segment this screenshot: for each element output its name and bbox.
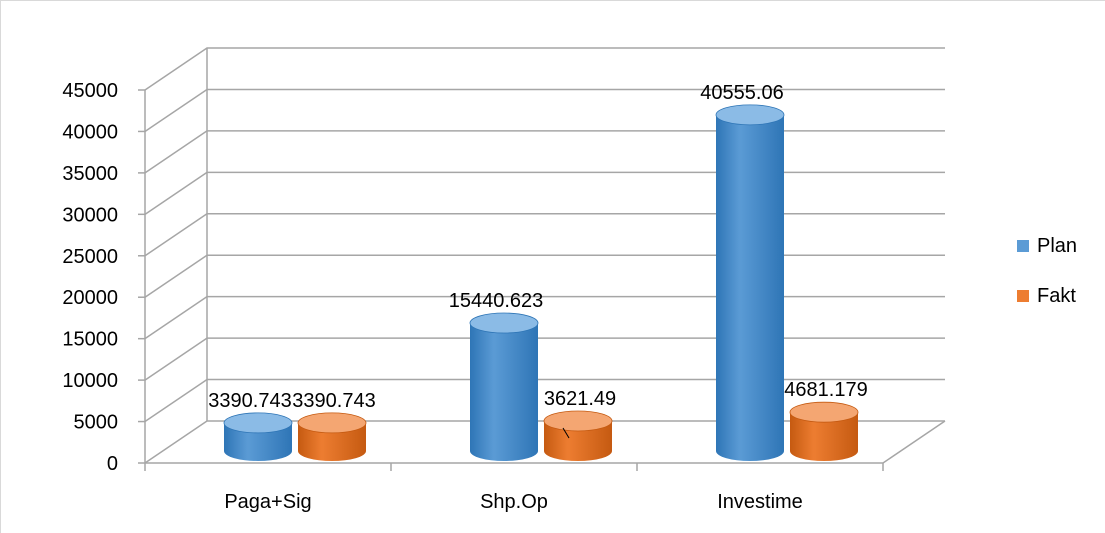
bar-fakt xyxy=(297,412,367,461)
cylinder-top xyxy=(223,412,293,434)
data-label: 15440.623 xyxy=(449,290,544,312)
legend: Plan Fakt xyxy=(1017,235,1077,307)
grid-layer xyxy=(138,47,946,471)
bar-plan xyxy=(469,312,539,461)
y-tick-label: 10000 xyxy=(62,370,118,392)
y-tick-label: 20000 xyxy=(62,287,118,309)
gridline xyxy=(144,295,945,340)
y-tick-label: 15000 xyxy=(62,329,118,351)
bar-fakt xyxy=(789,401,859,461)
legend-swatch xyxy=(1017,240,1029,252)
data-label: 4681.179 xyxy=(784,379,867,401)
gridline xyxy=(144,47,945,91)
cylinder-top xyxy=(297,412,367,434)
x-category-label: Paga+Sig xyxy=(224,491,311,513)
gridline xyxy=(144,213,945,257)
cylinder-body xyxy=(716,114,784,461)
legend-label: Plan xyxy=(1037,235,1077,257)
cylinder-body xyxy=(298,422,366,461)
bars-layer xyxy=(223,104,859,461)
labels-layer: 0 5000 10000 15000 20000 25000 30000 35000 40000… xyxy=(62,80,867,513)
legend-swatch xyxy=(1017,290,1029,302)
bar-plan xyxy=(223,412,293,461)
cylinder-top xyxy=(543,410,613,432)
x-category-label: Investime xyxy=(717,491,803,513)
bar-fakt xyxy=(543,410,613,461)
cylinder-body xyxy=(470,323,538,461)
y-tick-label: 5000 xyxy=(74,412,119,434)
cylinder-top xyxy=(469,312,539,334)
data-label: 3390.743 xyxy=(292,390,375,412)
legend-label: Fakt xyxy=(1037,285,1076,307)
gridline xyxy=(144,337,945,381)
y-tick-label: 0 xyxy=(107,453,118,475)
gridline xyxy=(144,88,945,133)
data-label: 3390.743 xyxy=(208,390,291,412)
x-category-label: Shp.Op xyxy=(480,491,548,513)
cylinder-body xyxy=(790,412,858,461)
y-tick-label: 25000 xyxy=(62,246,118,268)
gridline xyxy=(144,254,945,298)
bar-plan xyxy=(715,104,785,461)
data-label: 40555.06 xyxy=(700,82,783,104)
data-label: 3621.49 xyxy=(544,388,616,410)
y-tick-label: 45000 xyxy=(62,80,118,102)
y-tick-label: 40000 xyxy=(62,121,118,143)
cylinder-top xyxy=(789,401,859,423)
cylinder-body xyxy=(544,420,612,461)
gridline xyxy=(144,130,945,174)
gridline xyxy=(144,171,945,215)
data-label-leader-line xyxy=(562,427,570,439)
y-tick-label: 30000 xyxy=(62,204,118,226)
cylinder-top xyxy=(715,104,785,126)
cylinder-body xyxy=(224,422,292,461)
y-tick-label: 35000 xyxy=(62,163,118,185)
